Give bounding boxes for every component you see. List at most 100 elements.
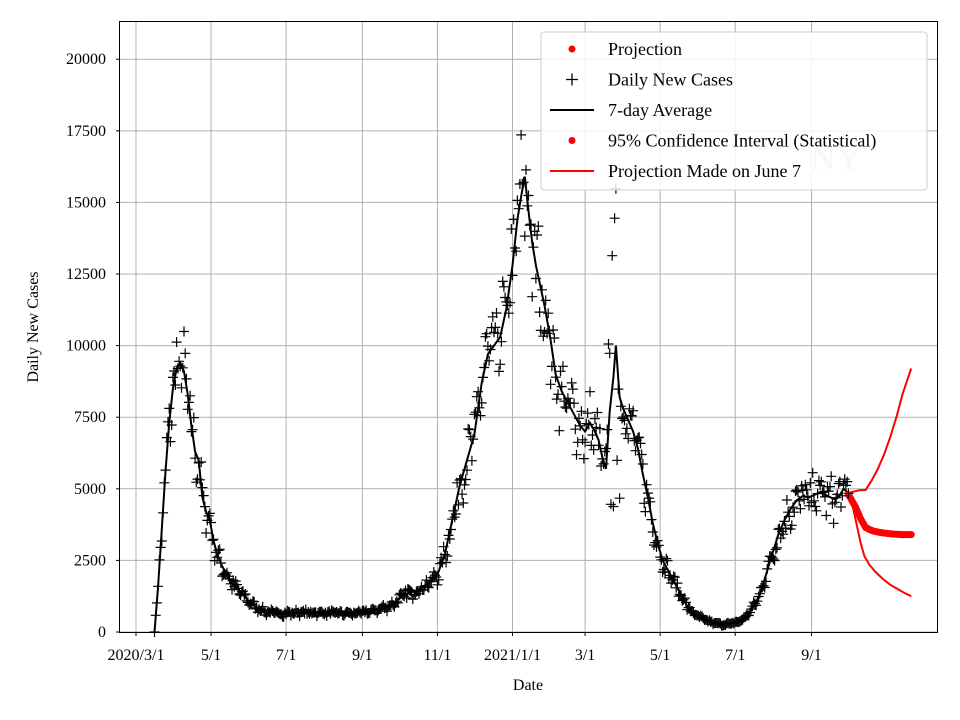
daily-case-marker: [391, 596, 402, 607]
daily-case-marker: [158, 507, 169, 518]
daily-case-marker: [816, 476, 827, 487]
daily-case-marker: [668, 571, 679, 582]
daily-case-marker: [837, 490, 848, 501]
daily-case-marker: [612, 455, 623, 466]
daily-case-marker: [805, 477, 816, 488]
daily-case-marker: [438, 541, 449, 552]
daily-case-marker: [630, 445, 641, 456]
daily-case-marker: [562, 393, 573, 404]
daily-case-marker: [478, 372, 488, 383]
daily-case-marker: [240, 589, 251, 599]
daily-case-marker: [526, 219, 536, 230]
daily-case-marker: [635, 438, 646, 449]
daily-case-marker: [587, 430, 598, 440]
y-tick-label: 0: [98, 624, 106, 641]
daily-case-marker: [156, 536, 167, 546]
daily-case-marker: [464, 424, 475, 435]
x-tick-label: 5/1: [650, 647, 670, 664]
daily-case-marker: [192, 474, 203, 485]
daily-case-marker: [580, 437, 591, 448]
daily-case-marker: [460, 474, 471, 485]
daily-case-marker: [257, 601, 268, 612]
daily-case-marker: [613, 384, 624, 395]
daily-case-marker: [457, 489, 468, 500]
y-tick-label: 15000: [66, 194, 106, 211]
daily-case-marker: [770, 544, 781, 555]
legend-dot-icon: [568, 137, 576, 144]
daily-case-marker: [679, 593, 690, 604]
x-tick-label: 2021/1/1: [484, 647, 541, 664]
daily-case-marker: [549, 333, 560, 343]
daily-case-marker: [594, 423, 605, 434]
daily-case-marker: [553, 389, 563, 400]
daily-case-marker: [208, 534, 219, 545]
daily-case-marker: [505, 297, 515, 308]
daily-case-marker: [832, 489, 843, 500]
daily-case-marker: [524, 220, 535, 231]
daily-case-marker: [571, 449, 582, 460]
daily-case-marker: [177, 362, 188, 373]
daily-case-marker: [759, 582, 770, 593]
daily-case-marker: [617, 413, 627, 424]
daily-case-marker: [818, 487, 829, 498]
daily-case-marker: [647, 527, 658, 537]
daily-case-marker: [534, 307, 545, 318]
daily-case-marker: [793, 487, 803, 497]
daily-case-marker: [496, 336, 507, 347]
daily-case-marker: [813, 475, 824, 486]
daily-case-marker: [166, 420, 177, 430]
daily-case-marker: [206, 517, 217, 528]
daily-case-marker: [278, 611, 289, 622]
daily-case-marker: [671, 582, 682, 593]
y-tick-label: 10000: [66, 338, 106, 355]
daily-case-marker: [462, 465, 472, 476]
daily-case-marker: [527, 291, 538, 302]
daily-case-marker: [752, 596, 763, 607]
daily-case-marker: [636, 449, 647, 460]
daily-case-marker: [165, 436, 176, 447]
daily-case-marker: [212, 552, 223, 563]
plot-area: [119, 21, 938, 633]
daily-case-marker: [521, 164, 531, 175]
daily-case-marker: [842, 476, 853, 487]
y-tick-label: 20000: [66, 51, 106, 68]
daily-case-marker: [788, 502, 798, 513]
daily-case-marker: [772, 542, 782, 553]
daily-case-marker: [542, 328, 552, 339]
daily-case-marker: [182, 404, 193, 415]
daily-case-marker: [762, 563, 773, 574]
daily-case-marker: [183, 397, 194, 408]
daily-case-marker: [634, 432, 645, 443]
daily-case-marker: [196, 457, 207, 467]
daily-case-marker: [754, 588, 765, 599]
daily-case-marker: [597, 453, 608, 464]
daily-case-marker: [432, 579, 443, 590]
daily-case-marker: [399, 591, 410, 602]
x-tick-label: 11/1: [424, 647, 452, 664]
daily-case-marker: [626, 411, 637, 421]
legend: Projection Daily New Cases 7-day Average 95…: [540, 31, 928, 191]
daily-case-marker: [809, 495, 819, 506]
daily-case-marker: [603, 339, 614, 349]
projection-point: [907, 531, 915, 539]
daily-case-marker: [497, 276, 508, 287]
daily-case-marker: [652, 535, 663, 546]
legend-item: Projection Made on June 7: [550, 161, 801, 181]
daily-case-marker: [507, 270, 518, 281]
daily-case-marker: [506, 224, 517, 234]
daily-case-marker: [656, 554, 667, 565]
daily-case-marker: [810, 501, 821, 512]
daily-case-marker: [458, 498, 469, 508]
daily-case-marker: [511, 246, 522, 257]
daily-case-marker: [786, 520, 797, 531]
daily-case-marker: [575, 420, 586, 431]
daily-case-marker: [532, 230, 543, 240]
daily-case-marker: [653, 540, 664, 551]
daily-case-marker: [795, 503, 806, 514]
daily-case-marker: [479, 362, 490, 373]
daily-case-marker: [573, 413, 584, 424]
daily-case-marker: [172, 363, 183, 374]
daily-case-marker: [518, 177, 529, 188]
daily-case-marker: [195, 474, 205, 485]
daily-case-marker: [475, 410, 486, 421]
